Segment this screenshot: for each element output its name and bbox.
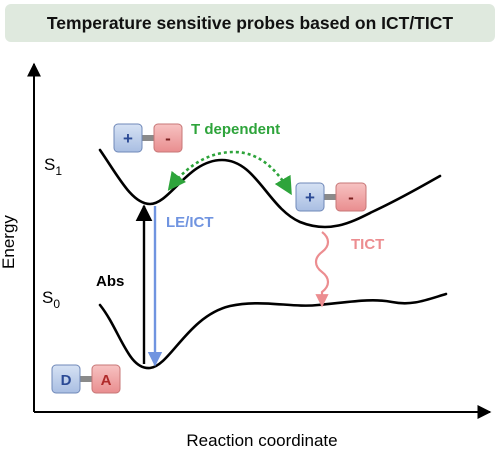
abs-label: Abs bbox=[96, 273, 124, 290]
acceptor-letter-label: A bbox=[101, 372, 112, 389]
title-banner: Temperature sensitive probes based on IC… bbox=[5, 4, 495, 42]
donor-box bbox=[295, 182, 325, 212]
donor-box bbox=[51, 364, 81, 394]
y-axis-label: Energy bbox=[0, 215, 18, 269]
acceptor-box bbox=[153, 123, 183, 153]
s0-state-label: S0 bbox=[42, 288, 60, 311]
x-axis-label: Reaction coordinate bbox=[186, 431, 337, 450]
donor-letter-label: D bbox=[61, 372, 72, 389]
s1-energy-curve bbox=[98, 148, 442, 229]
donor-box bbox=[113, 123, 143, 153]
acceptor-box bbox=[335, 182, 367, 212]
acceptor-box bbox=[91, 364, 121, 394]
t-dependent-label: T dependent bbox=[191, 121, 280, 138]
s1-right-donor-acceptor: + - bbox=[295, 182, 367, 212]
acceptor-charge-label: - bbox=[165, 129, 171, 148]
t-dependent-arrow bbox=[167, 150, 292, 196]
ground-donor-acceptor: D A bbox=[51, 364, 121, 394]
donor-charge-label: + bbox=[123, 129, 133, 148]
s1-left-donor-acceptor: + - bbox=[113, 123, 183, 153]
tict-label: TICT bbox=[351, 236, 384, 253]
acceptor-charge-label: - bbox=[348, 188, 354, 207]
donor-charge-label: + bbox=[305, 188, 315, 207]
le-ict-label: LE/ICT bbox=[166, 214, 214, 231]
tict-emission-arrow bbox=[314, 231, 330, 308]
s1-state-label: S1 bbox=[44, 155, 62, 178]
diagram-title: Temperature sensitive probes based on IC… bbox=[46, 12, 454, 33]
s0-energy-curve bbox=[98, 292, 448, 370]
